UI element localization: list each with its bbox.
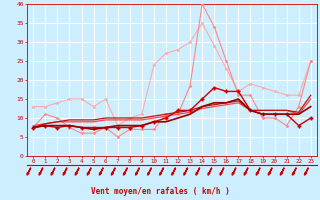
Text: Vent moyen/en rafales ( km/h ): Vent moyen/en rafales ( km/h ) [91, 187, 229, 196]
